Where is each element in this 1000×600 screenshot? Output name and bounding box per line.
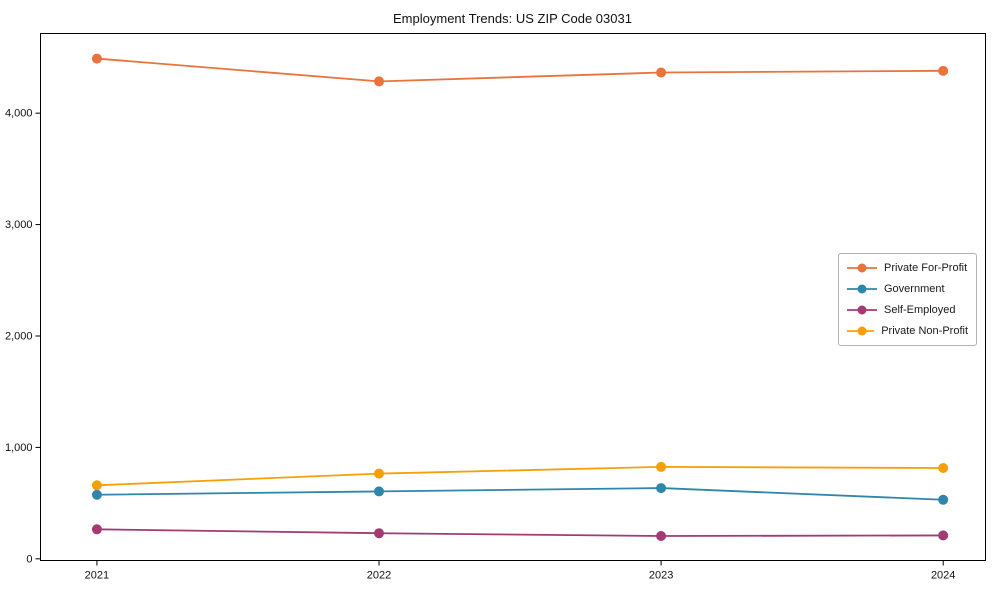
x-axis-tick-label: 2023	[649, 570, 673, 582]
legend: Private For-Profit Government Self-Employe…	[838, 253, 977, 346]
legend-marker-icon	[847, 326, 875, 336]
y-axis-tick-label: 1,000	[5, 442, 33, 454]
legend-label: Self-Employed	[884, 304, 956, 316]
data-point-government	[656, 483, 667, 494]
legend-item-private-non-profit: Private Non-Profit	[847, 323, 968, 339]
legend-dot-icon	[857, 284, 867, 294]
legend-label: Private Non-Profit	[881, 325, 968, 337]
data-point-private-non-profit	[656, 461, 667, 472]
data-point-private-for-profit	[938, 65, 949, 76]
legend-marker-icon	[847, 263, 877, 273]
y-axis-tick-label: 0	[26, 553, 32, 565]
series-line-private-non-profit	[96, 466, 944, 487]
legend-marker-icon	[847, 284, 877, 294]
data-point-government	[938, 494, 949, 505]
series-line-government	[96, 487, 944, 501]
series-line-private-for-profit	[96, 57, 944, 83]
y-axis-tick-label: 2,000	[5, 330, 33, 342]
data-point-self-employed	[374, 528, 385, 539]
legend-dot-icon	[857, 305, 867, 315]
legend-item-government: Government	[847, 281, 968, 297]
x-axis-tick-label: 2021	[85, 570, 109, 582]
data-point-self-employed	[938, 530, 949, 541]
data-point-private-non-profit	[91, 480, 102, 491]
data-point-self-employed	[91, 524, 102, 535]
y-axis-tick-label: 4,000	[5, 108, 33, 120]
legend-label: Government	[884, 283, 945, 295]
data-point-government	[91, 489, 102, 500]
y-axis-tick-label: 3,000	[5, 219, 33, 231]
data-point-private-for-profit	[656, 67, 667, 78]
data-point-private-for-profit	[374, 76, 385, 87]
data-point-self-employed	[656, 530, 667, 541]
data-point-private-non-profit	[938, 463, 949, 474]
series-line-self-employed	[96, 528, 944, 537]
x-axis-tick-label: 2024	[931, 570, 955, 582]
legend-dot-icon	[857, 263, 867, 273]
legend-dot-icon	[857, 326, 867, 336]
plot-frame	[40, 33, 986, 561]
x-axis-tick-label: 2022	[367, 570, 391, 582]
data-point-private-for-profit	[91, 53, 102, 64]
legend-marker-icon	[847, 305, 877, 315]
legend-item-private-for-profit: Private For-Profit	[847, 260, 968, 276]
legend-label: Private For-Profit	[884, 262, 968, 274]
data-point-government	[374, 486, 385, 497]
data-point-private-non-profit	[374, 468, 385, 479]
legend-item-self-employed: Self-Employed	[847, 302, 968, 318]
chart-title: Employment Trends: US ZIP Code 03031	[393, 11, 632, 26]
